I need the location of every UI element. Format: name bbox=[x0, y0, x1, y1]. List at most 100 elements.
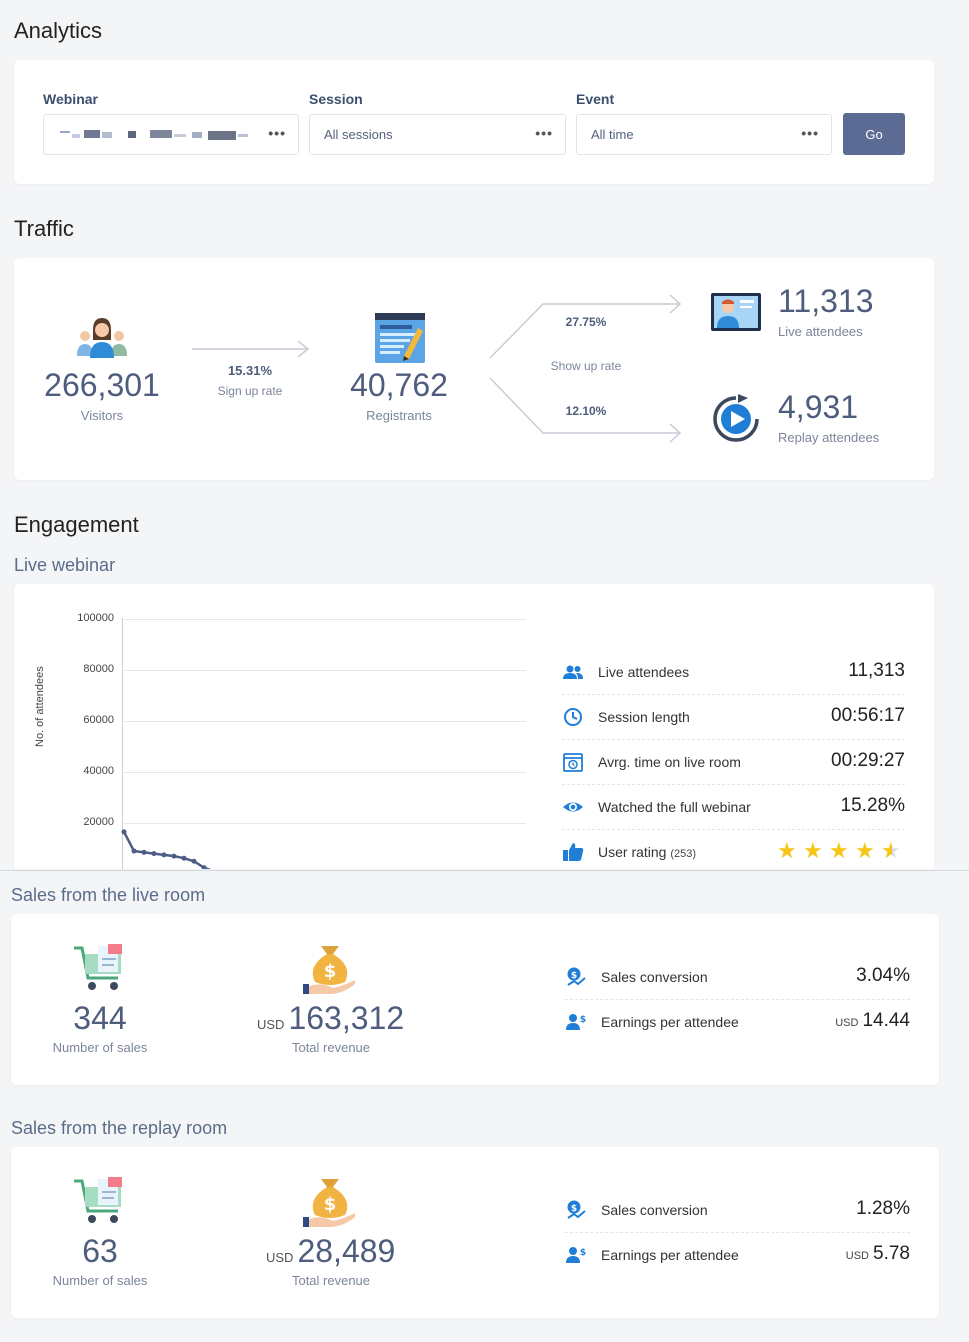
chart-point bbox=[171, 853, 177, 859]
calendar-clock-icon bbox=[563, 753, 583, 772]
sales-live-title: Sales from the live room bbox=[11, 885, 206, 905]
webinar-select[interactable]: ••• bbox=[43, 114, 299, 155]
chart-y-tick: 40000 bbox=[83, 765, 114, 777]
sales-replay-conversion-label: Sales conversion bbox=[601, 1202, 708, 1218]
stat-avg-time-value: 00:29:27 bbox=[831, 750, 905, 771]
stat-session-length-value: 00:56:17 bbox=[831, 705, 905, 726]
attendees-chart: No. of attendees 100000 80000 60000 40000 20… bbox=[14, 584, 544, 869]
signup-arrow-icon bbox=[192, 340, 310, 358]
earnings-per-attendee-icon: $ bbox=[566, 1014, 586, 1030]
star-icon: ★ bbox=[829, 838, 849, 863]
stat-avg-time: Avrg. time on live room 00:29:27 bbox=[562, 740, 905, 785]
shopping-cart-icon bbox=[74, 1177, 122, 1223]
event-select-value: All time bbox=[591, 127, 634, 142]
sales-live-card: 344 Number of sales $ USD 163,312 Total r… bbox=[11, 914, 939, 1085]
currency-label: USD bbox=[257, 1017, 285, 1032]
event-select[interactable]: All time ••• bbox=[576, 114, 832, 155]
stat-session-length-label: Session length bbox=[598, 709, 690, 725]
chart-gridline bbox=[124, 823, 526, 824]
rating-count: (253) bbox=[670, 848, 697, 860]
sales-replay-revenue-label: Total revenue bbox=[291, 1273, 371, 1288]
webinar-label: Webinar bbox=[43, 91, 98, 107]
chart-point bbox=[201, 865, 207, 869]
chart-point bbox=[181, 855, 187, 861]
svg-text:$: $ bbox=[324, 961, 337, 982]
sales-replay-count: 63 bbox=[82, 1233, 118, 1269]
traffic-card: 266,301 Visitors 15.31% Sign up rate 40,… bbox=[14, 258, 934, 480]
chart-gridline bbox=[124, 772, 526, 773]
sales-replay-revenue: USD 28,489 bbox=[266, 1233, 396, 1269]
stat-watched-full: Watched the full webinar 15.28% bbox=[562, 785, 905, 830]
session-more-icon[interactable]: ••• bbox=[535, 125, 553, 141]
sales-replay-title: Sales from the replay room bbox=[11, 1118, 228, 1138]
stat-live-attendees-value: 11,313 bbox=[848, 660, 905, 681]
sales-conversion-icon: $ bbox=[567, 1200, 586, 1219]
sales-live-epa: $ Earnings per attendee USD 14.44 bbox=[565, 1000, 910, 1045]
earnings-per-attendee-icon: $ bbox=[566, 1247, 586, 1263]
replay-rate-value: 12.10% bbox=[565, 404, 607, 418]
sales-live-revenue: USD 163,312 bbox=[257, 1000, 405, 1036]
live-attendees-label: Live attendees bbox=[778, 324, 863, 339]
stat-watched-full-label: Watched the full webinar bbox=[598, 799, 751, 815]
go-button[interactable]: Go bbox=[843, 113, 905, 155]
registration-form-icon bbox=[375, 313, 425, 363]
chart-point bbox=[151, 851, 157, 857]
sales-conversion-icon: $ bbox=[567, 967, 586, 986]
replay-attendees-value: 4,931 bbox=[778, 389, 859, 425]
stat-user-rating-label: User rating (253) bbox=[598, 844, 697, 860]
sales-live-conversion-value: 3.04% bbox=[856, 965, 910, 986]
chart-y-axis bbox=[122, 618, 123, 869]
chart-series-line bbox=[122, 831, 212, 869]
chart-y-tick: 60000 bbox=[83, 714, 114, 726]
currency-label: USD bbox=[266, 1250, 294, 1265]
visitors-icon bbox=[77, 318, 127, 358]
stat-live-attendees: Live attendees 11,313 bbox=[562, 650, 905, 695]
sales-live-revenue-label: Total revenue bbox=[291, 1040, 371, 1055]
sales-replay-count-label: Number of sales bbox=[52, 1273, 148, 1288]
signup-rate-value: 15.31% bbox=[227, 363, 273, 378]
sales-replay-card: 63 Number of sales $ USD 28,489 Total rev… bbox=[11, 1147, 939, 1318]
session-select[interactable]: All sessions ••• bbox=[309, 114, 566, 155]
svg-text:$: $ bbox=[571, 971, 577, 981]
sales-replay-epa-label: Earnings per attendee bbox=[601, 1247, 739, 1263]
chart-point bbox=[121, 829, 127, 835]
registrants-value: 40,762 bbox=[350, 367, 448, 403]
traffic-title: Traffic bbox=[14, 216, 74, 241]
chart-plot bbox=[121, 829, 215, 869]
blurred-webinar-name bbox=[60, 130, 248, 140]
live-attendees-value: 11,313 bbox=[778, 283, 874, 319]
users-icon bbox=[563, 665, 583, 679]
show-up-rate-label: Show up rate bbox=[550, 359, 622, 373]
star-icon: ★ bbox=[777, 838, 797, 863]
event-more-icon[interactable]: ••• bbox=[801, 125, 819, 141]
chart-point bbox=[141, 849, 147, 855]
stat-watched-full-value: 15.28% bbox=[840, 795, 905, 816]
sales-live-count: 344 bbox=[73, 1000, 127, 1036]
chart-y-tick: 20000 bbox=[83, 816, 114, 828]
webinar-more-icon[interactable]: ••• bbox=[268, 125, 286, 141]
session-select-value: All sessions bbox=[324, 127, 393, 142]
sales-live-conversion: $ Sales conversion 3.04% bbox=[565, 955, 910, 1000]
sales-replay-epa: $ Earnings per attendee USD 5.78 bbox=[565, 1233, 910, 1278]
signup-rate-label: Sign up rate bbox=[217, 384, 283, 398]
sales-live-conversion-label: Sales conversion bbox=[601, 969, 708, 985]
half-star-icon: ★ ★ bbox=[881, 838, 901, 863]
sales-replay-epa-value: USD 5.78 bbox=[845, 1243, 910, 1264]
chart-y-tick: 100000 bbox=[77, 612, 114, 624]
section-divider bbox=[0, 870, 969, 871]
money-bag-icon: $ bbox=[303, 946, 355, 994]
sales-replay-conversion-value: 1.28% bbox=[856, 1198, 910, 1219]
svg-text:$: $ bbox=[580, 1248, 586, 1258]
engagement-title: Engagement bbox=[14, 512, 139, 537]
thumbs-up-icon bbox=[563, 843, 584, 861]
live-webinar-card: No. of attendees 100000 80000 60000 40000 20… bbox=[14, 584, 934, 869]
registrants-label: Registrants bbox=[366, 408, 432, 423]
replay-attendees-label: Replay attendees bbox=[778, 430, 880, 445]
money-bag-icon: $ bbox=[303, 1179, 355, 1227]
event-label: Event bbox=[576, 91, 615, 107]
rating-stars: ★ ★ ★ ★ ★ ★ bbox=[775, 830, 905, 869]
live-rate-value: 27.75% bbox=[565, 315, 607, 329]
eye-icon bbox=[563, 802, 583, 812]
clock-icon bbox=[564, 708, 582, 726]
stat-live-attendees-label: Live attendees bbox=[598, 664, 690, 680]
